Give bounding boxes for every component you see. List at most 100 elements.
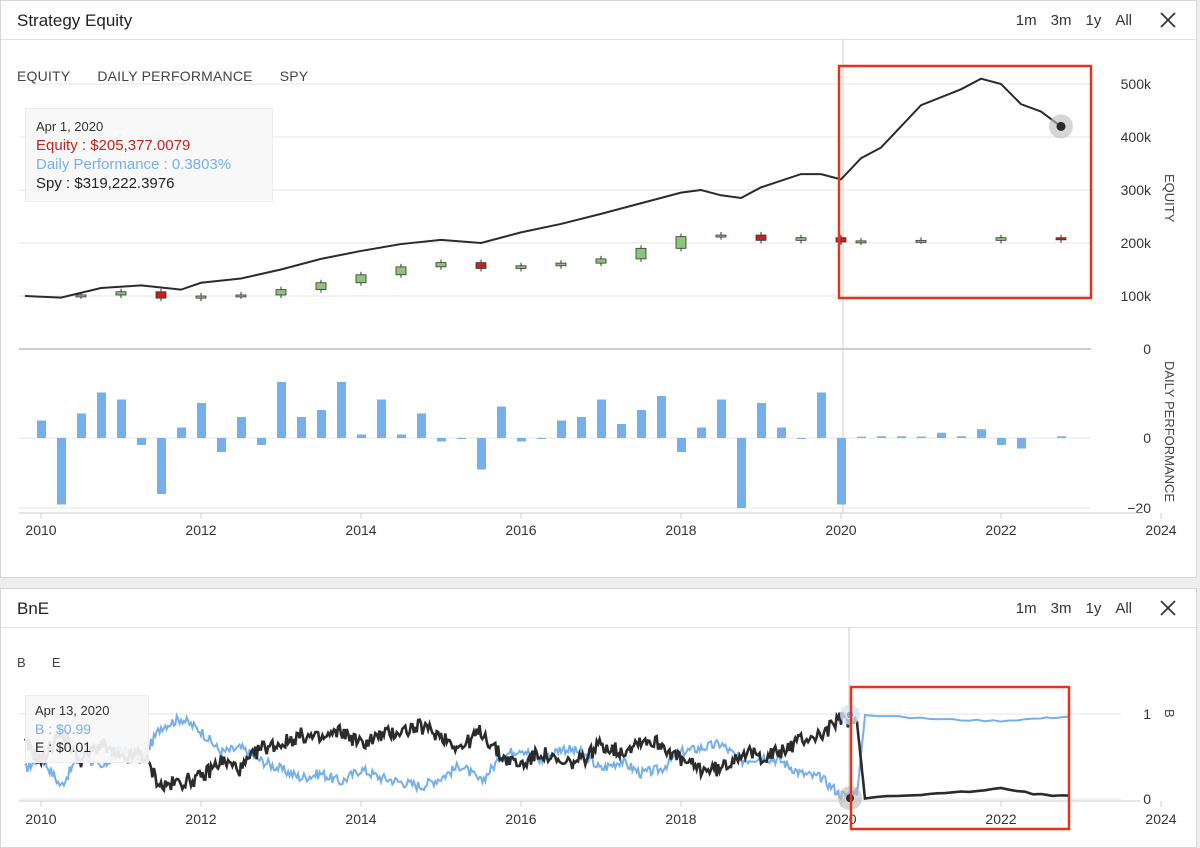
tooltip-e: E : $0.01 xyxy=(35,739,92,755)
performance-bar xyxy=(337,382,346,438)
performance-bar xyxy=(397,434,406,438)
panel-header: BnE 1m 3m 1y All xyxy=(1,589,1196,628)
x-tick-label: 2020 xyxy=(825,811,856,827)
performance-bar xyxy=(697,427,706,438)
equity-candle xyxy=(155,291,167,299)
equity-tick-label: 300k xyxy=(1121,182,1152,198)
performance-bar xyxy=(877,436,886,438)
b-tick-label: 1 xyxy=(1143,706,1151,722)
tab-equity[interactable]: EQUITY xyxy=(17,68,71,84)
equity-candle xyxy=(275,289,287,296)
performance-bar xyxy=(837,438,846,505)
equity-candle xyxy=(795,237,807,241)
bne-chart[interactable]: 1 0 B 2010 2012 2014 2016 2018 2020 2022 2024 xyxy=(1,627,1196,847)
tab-daily-performance[interactable]: DAILY PERFORMANCE xyxy=(97,68,253,84)
performance-bar xyxy=(257,438,266,445)
performance-bar xyxy=(57,438,66,505)
close-icon[interactable] xyxy=(1158,598,1178,618)
equity-candle xyxy=(435,262,447,268)
equity-candle xyxy=(395,266,407,276)
equity-axis-title: EQUITY xyxy=(1162,174,1177,223)
performance-bar xyxy=(77,413,86,438)
performance-bar xyxy=(1017,438,1026,449)
range-1m-button[interactable]: 1m xyxy=(1015,12,1037,29)
equity-candle xyxy=(995,237,1007,241)
performance-bar xyxy=(277,382,286,438)
range-all-button[interactable]: All xyxy=(1115,12,1132,29)
performance-bar xyxy=(997,438,1006,445)
range-1y-button[interactable]: 1y xyxy=(1085,600,1102,617)
performance-bar xyxy=(477,438,486,470)
performance-bar xyxy=(217,438,226,452)
range-selector: 1m 3m 1y All xyxy=(1016,12,1132,29)
performance-axis-title: DAILY PERFORMANCE xyxy=(1162,361,1177,502)
x-tick-label: 2020 xyxy=(825,522,856,538)
performance-tick-label: 0 xyxy=(1143,430,1151,446)
b-axis-title: B xyxy=(1162,709,1177,718)
equity-tick-label: 0 xyxy=(1143,341,1151,357)
performance-bar xyxy=(637,410,646,438)
performance-bar xyxy=(957,436,966,438)
strategy-equity-panel: Strategy Equity 1m 3m 1y All EQUITY DAIL… xyxy=(0,0,1197,578)
performance-bar xyxy=(597,399,606,438)
range-3m-button[interactable]: 3m xyxy=(1050,12,1072,29)
performance-bar xyxy=(157,438,166,494)
performance-bar xyxy=(1057,436,1066,438)
spy-line xyxy=(24,77,1062,299)
x-tick-label: 2014 xyxy=(345,522,376,538)
performance-bar xyxy=(797,438,806,439)
series-tabs: EQUITY DAILY PERFORMANCE SPY xyxy=(17,68,308,84)
equity-candle xyxy=(635,247,647,260)
x-tick-label: 2010 xyxy=(25,522,56,538)
equity-candle xyxy=(675,236,687,249)
range-selector: 1m 3m 1y All xyxy=(1016,600,1132,617)
performance-bar xyxy=(677,438,686,452)
equity-tick-label: 200k xyxy=(1121,235,1152,251)
tooltip-equity: Equity : $205,377.0079 xyxy=(36,137,191,154)
range-1y-button[interactable]: 1y xyxy=(1085,12,1102,29)
performance-bar xyxy=(97,392,106,438)
performance-tick-label: −20 xyxy=(1127,500,1151,516)
equity-candle xyxy=(915,239,927,243)
x-tick-label: 2014 xyxy=(345,811,376,827)
panel-header: Strategy Equity 1m 3m 1y All xyxy=(1,1,1196,40)
performance-bar xyxy=(577,417,586,438)
performance-bar xyxy=(557,420,566,438)
range-all-button[interactable]: All xyxy=(1115,600,1132,617)
tab-spy[interactable]: SPY xyxy=(279,68,309,84)
performance-bar xyxy=(977,429,986,438)
performance-bar xyxy=(917,436,926,438)
equity-candle xyxy=(855,240,867,244)
performance-bar xyxy=(417,413,426,438)
x-tick-label: 2022 xyxy=(985,811,1016,827)
bne-panel: BnE 1m 3m 1y All B E 1 0 B 2010 2012 2014 2016… xyxy=(0,588,1197,848)
performance-bar xyxy=(137,438,146,445)
tab-e[interactable]: E xyxy=(51,655,61,670)
performance-bar xyxy=(857,436,866,438)
equity-tick-label: 400k xyxy=(1121,129,1152,145)
performance-bar xyxy=(757,403,766,438)
bne-tooltip: Apr 13, 2020 B : $0.99 E : $0.01 xyxy=(25,695,149,763)
performance-bar xyxy=(437,438,446,442)
equity-candle xyxy=(75,294,87,298)
tooltip-date: Apr 13, 2020 xyxy=(35,703,110,718)
x-tick-label: 2024 xyxy=(1145,522,1176,538)
close-icon[interactable] xyxy=(1158,10,1178,30)
equity-candle xyxy=(1055,237,1067,241)
performance-bar xyxy=(37,420,46,438)
performance-bar xyxy=(817,392,826,438)
range-3m-button[interactable]: 3m xyxy=(1050,600,1072,617)
performance-bar xyxy=(377,399,386,438)
tab-b[interactable]: B xyxy=(17,655,26,670)
performance-bar xyxy=(317,410,326,438)
e-line xyxy=(23,711,1070,800)
tooltip-date: Apr 1, 2020 xyxy=(36,119,104,134)
x-tick-label: 2016 xyxy=(505,811,536,827)
panel-title: Strategy Equity xyxy=(17,11,133,30)
x-tick-label: 2012 xyxy=(185,522,216,538)
equity-tooltip: Apr 1, 2020 Equity : $205,377.0079 Daily… xyxy=(25,108,273,202)
x-tick-label: 2016 xyxy=(505,522,536,538)
equity-candle xyxy=(195,295,207,299)
range-1m-button[interactable]: 1m xyxy=(1015,600,1037,617)
x-tick-label: 2010 xyxy=(25,811,56,827)
